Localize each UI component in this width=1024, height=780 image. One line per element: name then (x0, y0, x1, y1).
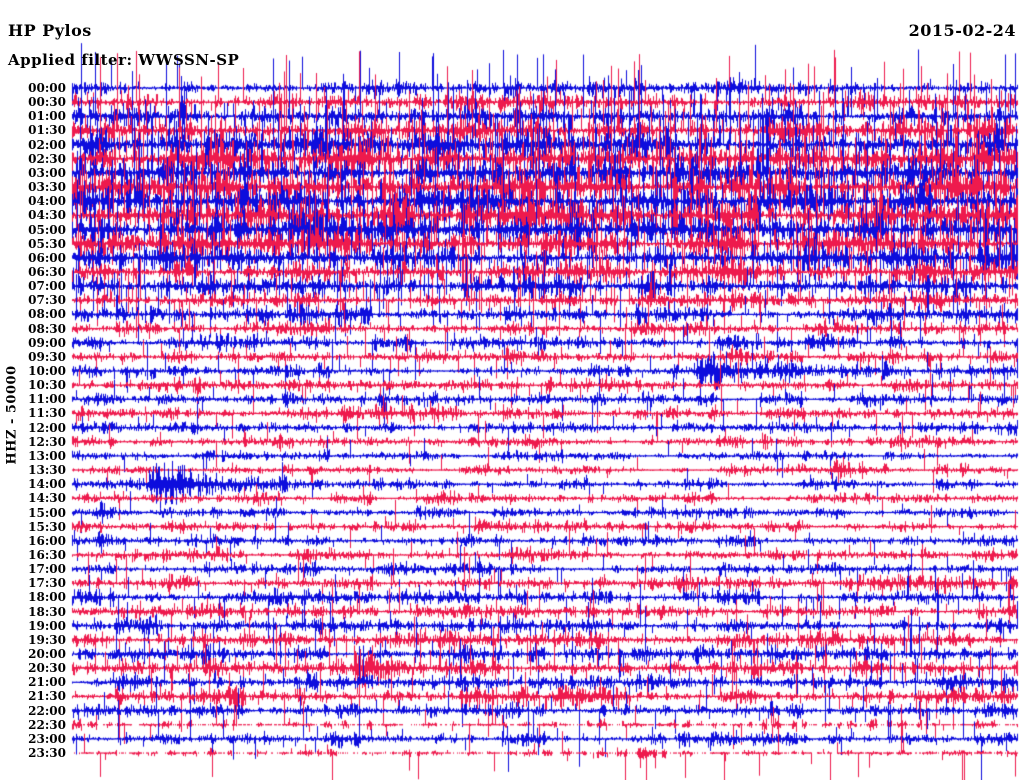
time-label-0000: 00:00 (28, 81, 66, 95)
time-label-0200: 02:00 (28, 137, 66, 152)
time-label-0600: 06:00 (28, 250, 66, 265)
time-label-2200: 22:00 (28, 703, 66, 718)
time-label-1200: 12:00 (28, 420, 66, 435)
time-label-2230: 22:30 (28, 717, 66, 732)
time-label-2300: 23:00 (28, 731, 66, 746)
time-label-1930: 19:30 (28, 632, 66, 647)
time-label-1300: 13:00 (28, 448, 66, 463)
time-label-0530: 05:30 (28, 236, 66, 251)
time-label-0700: 07:00 (28, 279, 66, 294)
time-label-0630: 06:30 (28, 264, 66, 279)
time-label-0300: 03:00 (28, 165, 66, 180)
time-label-2330: 23:30 (28, 746, 66, 761)
time-label-1100: 11:00 (28, 392, 66, 407)
time-label-1430: 14:30 (28, 491, 66, 506)
time-label-0900: 09:00 (28, 335, 66, 350)
station-title: HP Pylos (8, 21, 92, 40)
time-label-2000: 20:00 (28, 647, 66, 661)
time-label-1230: 12:30 (28, 434, 66, 449)
time-label-2100: 21:00 (28, 675, 66, 690)
applied-filter-label: Applied filter: WWSSN-SP (8, 51, 240, 69)
time-label-1900: 19:00 (28, 618, 66, 633)
time-label-0330: 03:30 (28, 180, 66, 195)
date-label: 2015-02-24 (908, 21, 1016, 40)
time-label-0830: 08:30 (28, 321, 66, 336)
time-label-1600: 16:00 (28, 533, 66, 548)
time-label-0100: 01:00 (28, 109, 66, 124)
time-label-2030: 20:30 (28, 661, 66, 676)
time-label-1630: 16:30 (28, 547, 66, 562)
time-label-1830: 18:30 (28, 604, 66, 619)
time-label-1530: 15:30 (28, 519, 66, 534)
time-label-0230: 02:30 (28, 151, 66, 166)
time-label-0430: 04:30 (28, 208, 66, 223)
time-label-1730: 17:30 (28, 576, 66, 591)
time-label-1800: 18:00 (28, 590, 66, 605)
time-label-0030: 00:30 (28, 95, 66, 110)
time-label-1000: 10:00 (28, 364, 66, 378)
time-label-2130: 21:30 (28, 689, 66, 704)
time-label-1130: 11:30 (28, 406, 66, 421)
time-label-1500: 15:00 (28, 505, 66, 520)
time-label-1400: 14:00 (28, 477, 66, 492)
time-label-0930: 09:30 (28, 349, 66, 364)
time-label-0400: 04:00 (28, 194, 66, 209)
time-label-0130: 01:30 (28, 123, 66, 138)
time-label-0500: 05:00 (28, 222, 66, 237)
time-label-0800: 08:00 (28, 307, 66, 322)
time-label-0730: 07:30 (28, 293, 66, 308)
time-label-1330: 13:30 (28, 463, 66, 478)
time-label-1700: 17:00 (28, 562, 66, 577)
time-label-1030: 10:30 (28, 378, 66, 393)
